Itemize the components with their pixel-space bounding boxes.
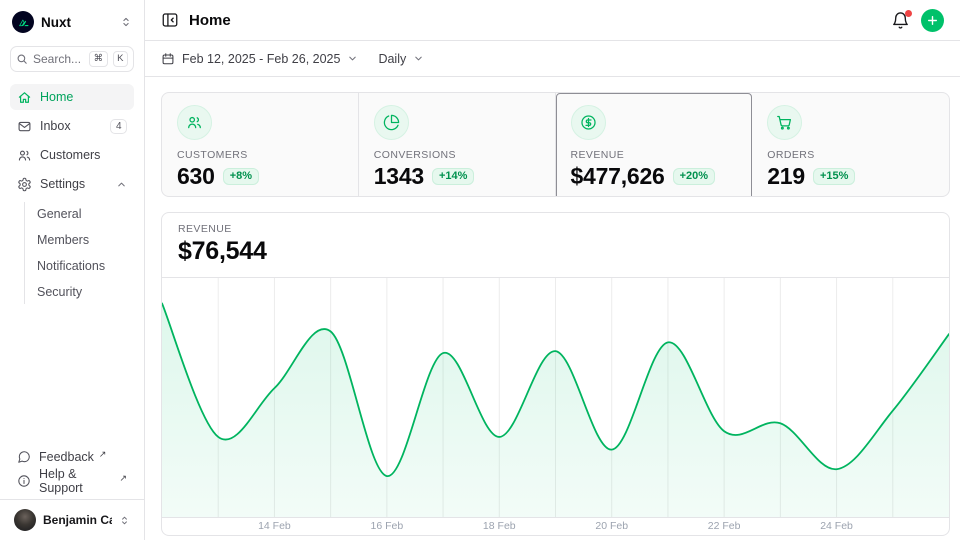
avatar — [14, 509, 36, 531]
chat-bubble-icon — [17, 450, 31, 464]
stat-card-revenue[interactable]: REVENUE $477,626 +20% — [556, 93, 753, 197]
subitem-label: Members — [37, 233, 89, 247]
kbd-meta: ⌘ — [89, 51, 108, 68]
add-button[interactable] — [921, 9, 944, 32]
unfold-icon — [119, 515, 130, 526]
chart-header: REVENUE $76,544 — [162, 213, 949, 278]
sidebar-item-home[interactable]: Home — [10, 84, 134, 110]
inbox-icon — [17, 119, 32, 134]
external-link-icon: ↗ — [119, 473, 127, 484]
x-axis-tick-label: 22 Feb — [708, 520, 741, 532]
search-icon — [16, 53, 28, 65]
sidebar-nav: Home Inbox 4 Customers Settings General … — [10, 84, 134, 306]
search-placeholder: Search... — [33, 52, 84, 66]
stat-value: $477,626 — [571, 163, 665, 190]
stat-value: 219 — [767, 163, 805, 190]
stat-value: 630 — [177, 163, 215, 190]
x-axis-tick-label: 24 Feb — [820, 520, 853, 532]
subitem-label: General — [37, 207, 81, 221]
stat-card-customers[interactable]: CUSTOMERS 630 +8% — [162, 93, 359, 197]
home-icon — [17, 90, 32, 105]
user-name: Benjamin Canac — [43, 513, 112, 527]
period-label: Daily — [378, 52, 406, 66]
help-support-link[interactable]: Help & Support ↗ — [10, 469, 134, 493]
sidebar-subitem-members[interactable]: Members — [25, 228, 134, 252]
dashboard-content: CUSTOMERS 630 +8% CONVERSIONS 1343 +14% … — [145, 77, 960, 540]
x-axis-tick-label: 20 Feb — [595, 520, 628, 532]
sidebar-item-inbox[interactable]: Inbox 4 — [10, 113, 134, 139]
sidebar-item-customers[interactable]: Customers — [10, 142, 134, 168]
x-axis-tick-label: 16 Feb — [370, 520, 403, 532]
stat-delta-badge: +20% — [673, 168, 715, 185]
sidebar-subitem-notifications[interactable]: Notifications — [25, 254, 134, 278]
stat-value: 1343 — [374, 163, 424, 190]
inbox-count-badge: 4 — [110, 119, 127, 134]
notification-dot — [905, 10, 912, 17]
sidebar-item-settings[interactable]: Settings — [10, 171, 134, 197]
sidebar-item-label: Settings — [40, 177, 85, 191]
workspace-name: Nuxt — [41, 15, 113, 30]
stat-card-orders[interactable]: ORDERS 219 +15% — [752, 93, 949, 197]
x-axis-tick-label: 18 Feb — [483, 520, 516, 532]
help-support-label: Help & Support — [39, 467, 114, 495]
stat-card-conversions[interactable]: CONVERSIONS 1343 +14% — [359, 93, 556, 197]
stat-label: REVENUE — [571, 149, 737, 161]
chart-metric-label: REVENUE — [178, 223, 933, 235]
x-axis-tick-label: 14 Feb — [258, 520, 291, 532]
circle-dollar-icon — [580, 114, 597, 131]
feedback-label: Feedback — [39, 450, 94, 464]
sidebar-divider — [0, 499, 144, 500]
date-range-label: Feb 12, 2025 - Feb 26, 2025 — [182, 52, 340, 66]
topbar: Home — [145, 0, 960, 41]
sidebar-subitem-general[interactable]: General — [25, 202, 134, 226]
sidebar-item-label: Home — [40, 90, 73, 104]
notifications-button[interactable] — [891, 11, 910, 30]
chevron-up-icon — [116, 179, 127, 190]
main-area: Home Feb 12, 2025 - Feb 26, 2025 Daily — [145, 0, 960, 540]
external-link-icon: ↗ — [99, 449, 107, 460]
stat-label: CUSTOMERS — [177, 149, 343, 161]
user-menu[interactable]: Benjamin Canac — [10, 506, 134, 534]
stat-delta-badge: +8% — [223, 168, 259, 185]
chart-x-labels: 14 Feb 16 Feb 18 Feb 20 Feb 22 Feb 24 Feb — [162, 518, 949, 535]
settings-subnav: General Members Notifications Security — [24, 202, 134, 304]
gear-icon — [17, 177, 32, 192]
sidebar-item-label: Customers — [40, 148, 100, 162]
calendar-icon — [161, 52, 175, 66]
subitem-label: Security — [37, 285, 82, 299]
page-title: Home — [189, 12, 231, 29]
stat-delta-badge: +15% — [813, 168, 855, 185]
users-icon — [17, 148, 32, 163]
plus-icon — [926, 14, 939, 27]
search-input[interactable]: Search... ⌘ K — [10, 46, 134, 72]
users-icon — [186, 114, 203, 131]
subitem-label: Notifications — [37, 259, 105, 273]
stat-label: ORDERS — [767, 149, 934, 161]
stat-delta-badge: +14% — [432, 168, 474, 185]
stat-label: CONVERSIONS — [374, 149, 540, 161]
info-circle-icon — [17, 474, 31, 488]
sidebar: Nuxt Search... ⌘ K Home Inbox 4 Customer… — [0, 0, 145, 540]
chart-metric-value: $76,544 — [178, 237, 933, 266]
kbd-k: K — [113, 51, 128, 68]
feedback-link[interactable]: Feedback ↗ — [10, 445, 134, 469]
revenue-chart-panel: REVENUE $76,544 14 Feb 16 Feb 18 Feb 20 Feb… — [161, 212, 950, 536]
stats-row: CUSTOMERS 630 +8% CONVERSIONS 1343 +14% … — [161, 92, 950, 197]
chart-pie-icon — [383, 114, 400, 131]
revenue-chart[interactable] — [162, 278, 949, 518]
shopping-cart-icon — [776, 114, 793, 131]
sidebar-subitem-security[interactable]: Security — [25, 280, 134, 304]
workspace-switcher[interactable]: Nuxt — [10, 8, 134, 36]
collapse-sidebar-icon[interactable] — [161, 11, 179, 29]
chevron-down-icon — [413, 53, 424, 64]
unfold-icon — [120, 16, 132, 28]
filters-toolbar: Feb 12, 2025 - Feb 26, 2025 Daily — [145, 41, 960, 77]
period-select[interactable]: Daily — [378, 52, 424, 66]
sidebar-item-label: Inbox — [40, 119, 71, 133]
topbar-actions — [891, 9, 944, 32]
nuxt-logo-icon — [12, 11, 34, 33]
chevron-down-icon — [347, 53, 358, 64]
date-range-picker[interactable]: Feb 12, 2025 - Feb 26, 2025 — [161, 52, 358, 66]
